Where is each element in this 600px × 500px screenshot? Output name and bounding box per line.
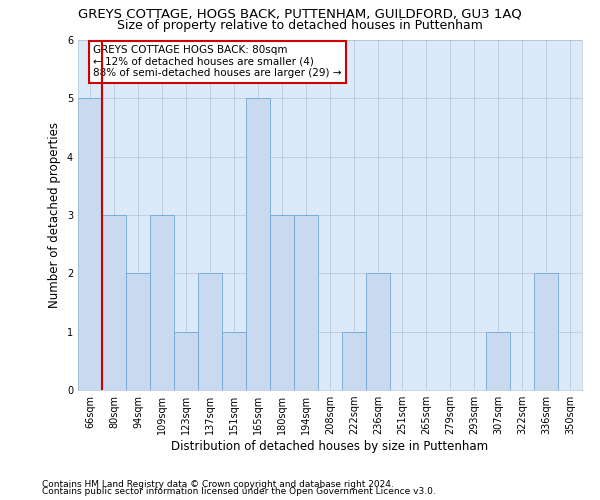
Text: Contains HM Land Registry data © Crown copyright and database right 2024.: Contains HM Land Registry data © Crown c… [42,480,394,489]
X-axis label: Distribution of detached houses by size in Puttenham: Distribution of detached houses by size … [172,440,488,453]
Bar [150,215,174,390]
Bar [174,332,198,390]
Text: Contains public sector information licensed under the Open Government Licence v3: Contains public sector information licen… [42,487,436,496]
Bar [198,274,222,390]
Bar [486,332,510,390]
Y-axis label: Number of detached properties: Number of detached properties [49,122,61,308]
Bar [342,332,366,390]
Text: GREYS COTTAGE HOGS BACK: 80sqm
← 12% of detached houses are smaller (4)
88% of s: GREYS COTTAGE HOGS BACK: 80sqm ← 12% of … [93,46,341,78]
Text: Size of property relative to detached houses in Puttenham: Size of property relative to detached ho… [117,18,483,32]
Bar [246,98,270,390]
Bar [102,215,126,390]
Bar [78,98,102,390]
Text: GREYS COTTAGE, HOGS BACK, PUTTENHAM, GUILDFORD, GU3 1AQ: GREYS COTTAGE, HOGS BACK, PUTTENHAM, GUI… [78,8,522,20]
Bar [222,332,246,390]
Bar [294,215,318,390]
Bar [534,274,558,390]
Bar [366,274,390,390]
Bar [126,274,150,390]
Bar [270,215,294,390]
